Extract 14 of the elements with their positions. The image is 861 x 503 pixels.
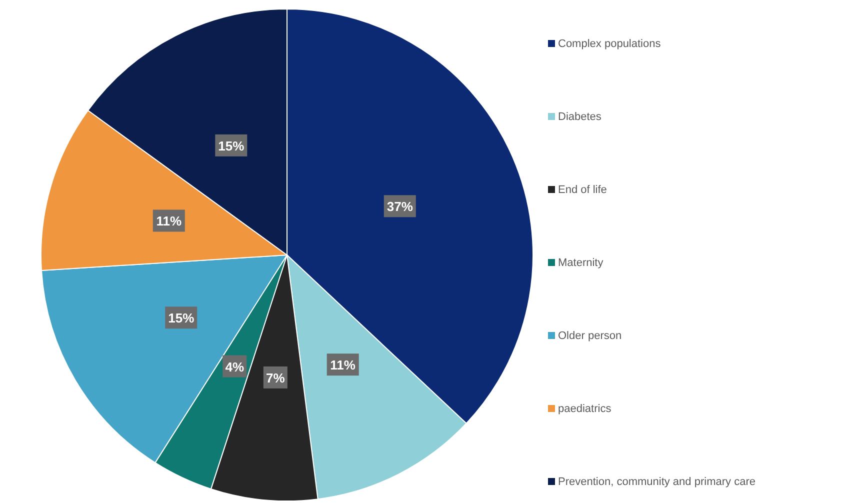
legend-label: Older person xyxy=(558,330,622,342)
data-label: 7% xyxy=(266,370,286,386)
legend-label: Prevention, community and primary care xyxy=(558,476,756,488)
data-label: 11% xyxy=(156,214,182,229)
data-label: 11% xyxy=(330,358,356,373)
legend-label: paediatrics xyxy=(558,403,612,415)
legend-label: End of life xyxy=(558,184,607,196)
legend-label: Diabetes xyxy=(558,111,602,123)
legend-label: Maternity xyxy=(558,257,604,269)
data-label: 15% xyxy=(218,138,245,154)
data-label: 37% xyxy=(386,199,414,214)
data-label: 4% xyxy=(225,359,244,374)
legend-label: Complex populations xyxy=(558,38,662,50)
data-label: 15% xyxy=(168,310,195,326)
